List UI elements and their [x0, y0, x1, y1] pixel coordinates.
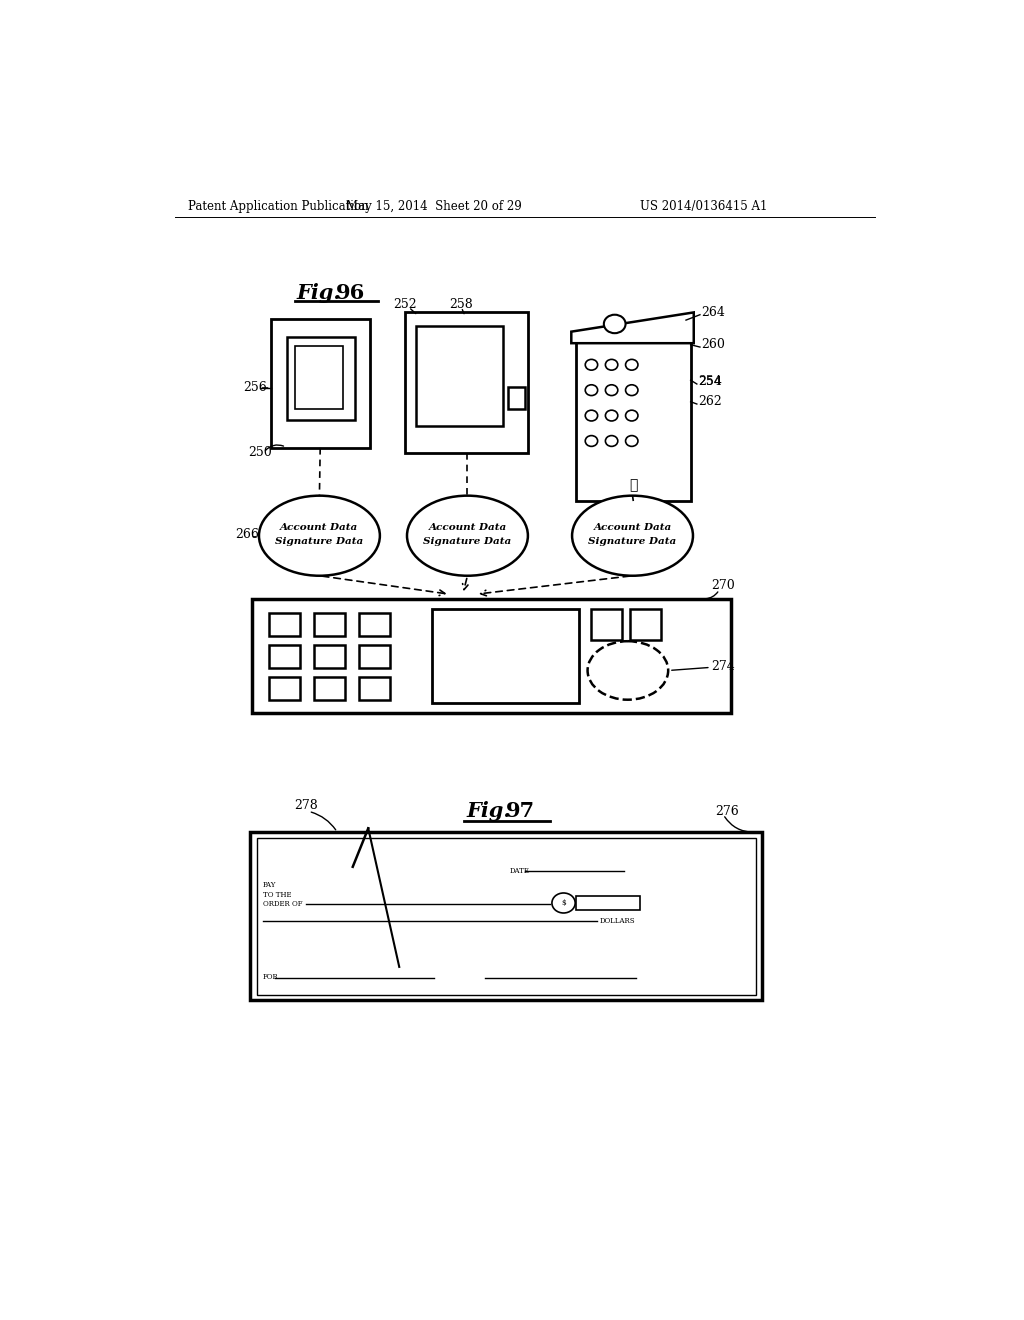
Bar	[359, 645, 390, 668]
Text: TO THE: TO THE	[263, 891, 292, 899]
Text: Account Data: Account Data	[593, 524, 672, 532]
Ellipse shape	[626, 359, 638, 370]
Text: 276: 276	[716, 805, 739, 818]
Bar	[270, 318, 370, 447]
Text: Patent Application Publication: Patent Application Publication	[188, 199, 369, 213]
Text: Account Data: Account Data	[281, 524, 358, 532]
Text: 270: 270	[711, 579, 734, 593]
Bar	[295, 346, 343, 409]
Ellipse shape	[626, 436, 638, 446]
Text: ORDER OF: ORDER OF	[263, 900, 302, 908]
Bar	[269, 677, 300, 701]
Text: FOR: FOR	[263, 973, 279, 981]
Text: 96: 96	[336, 284, 365, 304]
Bar	[432, 609, 579, 702]
Text: $: $	[561, 899, 566, 907]
Bar	[314, 645, 345, 668]
Text: DATE: DATE	[509, 867, 529, 875]
Bar	[592, 609, 623, 640]
Bar	[251, 832, 762, 1001]
Bar	[417, 326, 503, 426]
Text: 264: 264	[701, 306, 725, 319]
Text: PAY: PAY	[263, 882, 276, 890]
Ellipse shape	[605, 359, 617, 370]
Text: May 15, 2014  Sheet 20 of 29: May 15, 2014 Sheet 20 of 29	[346, 199, 522, 213]
Ellipse shape	[626, 385, 638, 396]
Polygon shape	[571, 313, 693, 343]
Text: 262: 262	[698, 395, 722, 408]
Text: Signature Data: Signature Data	[589, 537, 677, 546]
Text: 260: 260	[701, 338, 725, 351]
Bar	[269, 612, 300, 636]
Ellipse shape	[588, 642, 669, 700]
Bar	[575, 896, 640, 909]
Ellipse shape	[605, 385, 617, 396]
Ellipse shape	[605, 436, 617, 446]
Text: 252: 252	[393, 298, 417, 312]
Bar	[314, 677, 345, 701]
Ellipse shape	[259, 496, 380, 576]
Text: US 2014/0136415 A1: US 2014/0136415 A1	[640, 199, 767, 213]
Text: Fig.: Fig.	[467, 801, 511, 821]
Text: Account Data: Account Data	[428, 524, 507, 532]
Bar	[359, 677, 390, 701]
Text: ⚙: ⚙	[629, 478, 638, 492]
Ellipse shape	[604, 314, 626, 333]
Ellipse shape	[552, 892, 575, 913]
Ellipse shape	[407, 496, 528, 576]
Ellipse shape	[572, 496, 693, 576]
Bar	[257, 837, 756, 995]
Ellipse shape	[586, 411, 598, 421]
Text: Signature Data: Signature Data	[423, 537, 512, 546]
Text: 254: 254	[698, 375, 722, 388]
Text: 266: 266	[234, 528, 259, 541]
Text: 258: 258	[450, 298, 473, 312]
Bar	[269, 645, 300, 668]
Text: 274: 274	[711, 660, 734, 673]
Text: 97: 97	[506, 801, 535, 821]
Ellipse shape	[586, 359, 598, 370]
Bar	[314, 612, 345, 636]
Text: DOLLARS: DOLLARS	[599, 916, 635, 925]
Bar	[508, 387, 524, 409]
Text: 278: 278	[295, 799, 318, 812]
Ellipse shape	[626, 411, 638, 421]
Bar	[406, 313, 528, 453]
Ellipse shape	[586, 436, 598, 446]
Text: $\mathsf{254}$: $\mathsf{254}$	[697, 375, 723, 388]
Bar	[630, 609, 662, 640]
Bar	[252, 599, 731, 713]
Text: Signature Data: Signature Data	[275, 537, 364, 546]
Text: Fig.: Fig.	[297, 284, 342, 304]
Text: 256: 256	[243, 381, 266, 395]
Ellipse shape	[605, 411, 617, 421]
Text: 250: 250	[248, 446, 272, 459]
Ellipse shape	[586, 385, 598, 396]
Bar	[575, 339, 690, 502]
Bar	[359, 612, 390, 636]
Bar	[287, 337, 355, 420]
